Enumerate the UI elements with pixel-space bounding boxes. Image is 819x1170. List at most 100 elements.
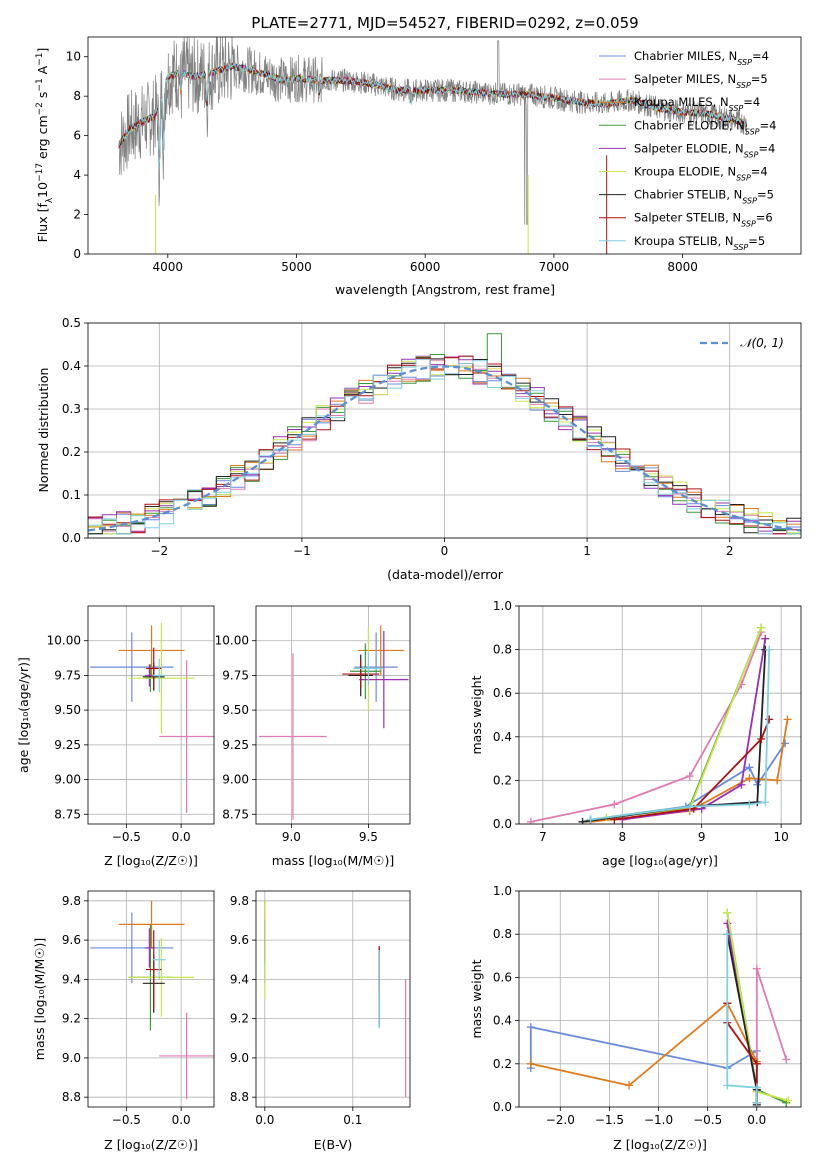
- y-tick-label: 8.75: [54, 807, 81, 821]
- legend-subscript: SSP: [729, 104, 744, 113]
- y-tick-label: 2: [73, 208, 81, 222]
- y-axis-label: mass [log₁₀(M/M☉)]: [32, 938, 47, 1060]
- y-tick-label: 0.6: [493, 970, 512, 984]
- panel-residuals: −2 −1 0 1 2 0.0 0.1 0.2 0.3 0.4 0.5 (data-model)/er…: [36, 316, 802, 582]
- model-spectrum-kroupa_stelib: [118, 62, 748, 170]
- legend: 𝒩(0, 1): [700, 336, 784, 350]
- marker-kroupa_stelib: [761, 798, 770, 807]
- marker-kroupa_stelib: [586, 815, 595, 824]
- series-kroupa_elodie: [726, 912, 789, 1102]
- series-kroupa_miles: [530, 1001, 758, 1087]
- x-tick-label: 9: [698, 830, 706, 844]
- marker-chabrier_miles: [745, 763, 754, 772]
- y-tick-label: 9.6: [230, 933, 249, 947]
- y-tick-label: 0.4: [493, 1014, 512, 1028]
- y-tick-label: 9.75: [222, 668, 249, 682]
- axes-frame: [518, 605, 802, 825]
- axes-frame: [255, 890, 411, 1108]
- y-axis-label: age [log₁₀(age/yr)]: [16, 657, 31, 773]
- x-tick-label: 4000: [153, 260, 184, 274]
- series-kroupa_elodie: [606, 627, 763, 819]
- legend-subscript: SSP: [741, 219, 756, 228]
- legend-label: Chabrier MILES, NSSP=4: [634, 49, 769, 67]
- legend-label: Salpeter ELODIE, NSSP=4: [634, 141, 775, 159]
- x-tick-label: 2: [726, 544, 734, 558]
- legend-subscript: SSP: [737, 58, 752, 67]
- series-salpeter_elodie: [622, 638, 767, 821]
- y-tick-label: 9.4: [62, 972, 81, 986]
- legend-label: Kroupa STELIB, NSSP=5: [634, 234, 765, 252]
- marker-salpeter_miles: [782, 1055, 791, 1064]
- plot-area-mass-weight-vs-z: [526, 908, 793, 1107]
- y-tick-label: 9.75: [54, 668, 81, 682]
- y-axis-label: mass weight: [469, 675, 484, 754]
- plot-area-mass-weight-vs-age: [526, 623, 792, 824]
- series-kroupa_stelib: [726, 934, 758, 1103]
- plot-area-residuals: [88, 333, 801, 538]
- legend-label: Chabrier ELODIE, NSSP=4: [634, 118, 776, 136]
- legend: Chabrier MILES, NSSP=4 Salpeter MILES, NS…: [599, 49, 776, 251]
- y-axis-label: Flux [fλ10−17 erg cm−2 s−1 A−1]: [35, 48, 55, 243]
- marker-salpeter_elodie: [761, 634, 770, 643]
- y-tick-label: 8.8: [230, 1090, 249, 1104]
- plot-area-age-vs-z: [90, 622, 214, 813]
- y-tick-label: 10.00: [47, 634, 81, 648]
- x-axis-label: E(B-V): [314, 1137, 353, 1152]
- axes-frame: [518, 890, 802, 1108]
- marker-kroupa_stelib: [685, 802, 694, 811]
- x-tick-label: 8000: [667, 260, 698, 274]
- series-chabrier_stelib: [726, 934, 758, 1105]
- x-tick-label: 6000: [410, 260, 441, 274]
- marker-salpeter_elodie: [737, 780, 746, 789]
- marker-kroupa_stelib: [752, 1098, 761, 1107]
- x-tick-label: −0.5: [693, 1113, 722, 1127]
- plot-area-mass-vs-z: [90, 900, 214, 1100]
- y-tick-label: 0.0: [493, 817, 512, 831]
- x-tick-label: 0.1: [343, 1113, 362, 1127]
- x-tick-label: 9.0: [282, 830, 301, 844]
- y-tick-label: 0.5: [62, 316, 81, 330]
- x-axis-label: Z [log₁₀(Z/Z☉)]: [104, 1137, 198, 1152]
- y-tick-label: 0.2: [493, 773, 512, 787]
- y-tick-label: 1.0: [493, 599, 512, 613]
- x-tick-label: 7000: [539, 260, 570, 274]
- y-tick-label: 9.2: [62, 1012, 81, 1026]
- legend-value: =4: [751, 165, 768, 179]
- x-tick-label: −0.5: [112, 830, 141, 844]
- y-tick-label: 9.6: [62, 933, 81, 947]
- marker-kroupa_miles: [773, 776, 782, 785]
- y-tick-label: 10.00: [215, 634, 249, 648]
- legend-subscript: SSP: [745, 127, 760, 136]
- marker-chabrier_miles: [526, 1023, 535, 1032]
- x-tick-label: 0.0: [747, 1113, 766, 1127]
- panel-mass-vs-z: −0.5 0.0 8.8 9.0 9.2 9.4 9.6 9.8 Z [log₁₀(Z/Z☉)]…: [32, 890, 215, 1152]
- legend-value: =4: [752, 49, 769, 63]
- x-axis-label: wavelength [Angstrom, rest frame]: [335, 282, 555, 297]
- legend-value: =5: [751, 72, 768, 86]
- marker-kroupa_elodie: [723, 908, 732, 917]
- marker-kroupa_elodie: [784, 1096, 793, 1105]
- axes-frame: [87, 605, 215, 825]
- legend-value: =5: [748, 234, 765, 248]
- y-tick-label: 0.6: [493, 686, 512, 700]
- legend-subscript: SSP: [734, 242, 749, 251]
- y-tick-label: 0.0: [493, 1100, 512, 1114]
- y-tick-label: 0.4: [493, 730, 512, 744]
- observed-spectrum: [118, 37, 748, 225]
- marker-kroupa_elodie: [757, 623, 766, 632]
- marker-kroupa_miles: [526, 1059, 535, 1068]
- x-tick-label: −2: [150, 544, 168, 558]
- legend-label: Salpeter STELIB, NSSP=6: [634, 211, 773, 229]
- y-tick-label: 8.8: [62, 1090, 81, 1104]
- x-tick-label: −1: [293, 544, 311, 558]
- marker-salpeter_miles: [685, 772, 694, 781]
- legend-label: Kroupa ELODIE, NSSP=4: [634, 165, 768, 183]
- legend-subscript: SSP: [742, 196, 757, 205]
- x-tick-label: 5000: [281, 260, 312, 274]
- legend-subscript: SSP: [736, 81, 751, 90]
- legend-value: =4: [758, 141, 775, 155]
- x-axis-label: Z [log₁₀(Z/Z☉)]: [104, 853, 198, 868]
- gaussian-curve: [88, 365, 801, 532]
- panel-mass-weight-vs-age: 7 8 9 10 0.0 0.2 0.4 0.6 0.8 1.0 age [log₁₀(age/yr…: [469, 599, 802, 868]
